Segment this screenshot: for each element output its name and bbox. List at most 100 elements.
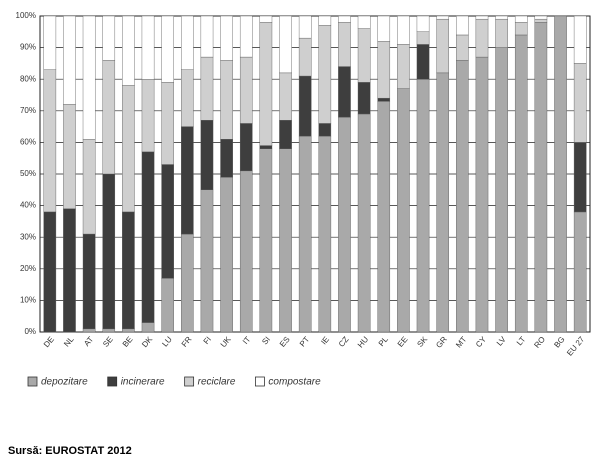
bar-segment bbox=[181, 69, 194, 127]
x-tick-label: IE bbox=[319, 335, 331, 347]
bar-segment bbox=[102, 60, 116, 175]
bar-segment bbox=[181, 233, 194, 333]
bar-segment bbox=[279, 72, 292, 121]
y-tick-label: 20% bbox=[20, 264, 36, 273]
bar-segment bbox=[102, 328, 116, 333]
bar-segment bbox=[377, 15, 391, 42]
bar-segment bbox=[514, 34, 528, 333]
y-tick-label: 0% bbox=[24, 327, 36, 336]
bar-segment bbox=[573, 15, 587, 64]
x-tick-label: BE bbox=[121, 335, 135, 349]
y-tick-label: 90% bbox=[20, 43, 36, 52]
legend-swatch bbox=[184, 376, 195, 387]
bar-segment bbox=[534, 18, 548, 23]
x-tick-label: CY bbox=[474, 334, 488, 349]
bar-segment bbox=[377, 41, 391, 99]
bar-segment bbox=[495, 47, 508, 333]
bar-segment bbox=[436, 18, 449, 74]
bar-segment bbox=[298, 37, 312, 77]
bar-segment bbox=[279, 15, 292, 74]
bar-segment bbox=[357, 113, 371, 333]
bar-segment bbox=[141, 151, 155, 323]
bar-segment bbox=[318, 15, 332, 26]
bar-segment bbox=[220, 139, 233, 178]
x-tick-label: SK bbox=[415, 334, 429, 348]
y-tick-label: 100% bbox=[16, 11, 36, 20]
y-tick-label: 80% bbox=[20, 74, 36, 83]
bar-segment bbox=[161, 15, 174, 83]
bar-segment bbox=[141, 15, 155, 80]
x-tick-label: DE bbox=[42, 335, 56, 349]
x-tick-label: UK bbox=[219, 334, 233, 349]
bar-segment bbox=[456, 60, 469, 333]
legend-label: reciclare bbox=[198, 377, 236, 388]
bar-segment bbox=[514, 15, 528, 23]
bar-segment bbox=[534, 15, 548, 20]
bar-segment bbox=[220, 176, 233, 333]
bar-segment bbox=[63, 104, 76, 209]
bar-segment bbox=[456, 34, 469, 61]
bar-segment bbox=[82, 15, 96, 140]
x-tick-label: BG bbox=[552, 335, 566, 350]
x-tick-label: IT bbox=[241, 335, 253, 346]
x-tick-label: EU 27 bbox=[565, 334, 587, 357]
x-tick-label: SI bbox=[260, 335, 272, 347]
bar-segment bbox=[338, 116, 351, 333]
y-tick-label: 40% bbox=[20, 201, 36, 210]
x-tick-label: DK bbox=[140, 334, 154, 349]
bar-segment bbox=[141, 78, 155, 153]
bar-segment bbox=[318, 25, 332, 124]
bar-segment bbox=[318, 123, 332, 137]
x-tick-label: NL bbox=[62, 334, 76, 348]
x-tick-label: LU bbox=[160, 335, 174, 349]
bar-segment bbox=[338, 22, 351, 67]
bar-segment bbox=[200, 15, 214, 58]
bar-segment bbox=[259, 15, 273, 23]
bar-segment bbox=[122, 328, 135, 333]
bar-segment bbox=[298, 135, 312, 333]
bar-segment bbox=[298, 75, 312, 137]
bar-segment bbox=[416, 78, 430, 333]
legend-label: depozitare bbox=[41, 377, 88, 388]
bar-segment bbox=[495, 18, 508, 48]
bar-segment bbox=[397, 88, 410, 333]
x-tick-label: AT bbox=[82, 335, 95, 348]
bar-segment bbox=[416, 31, 430, 45]
bar-segment bbox=[239, 56, 253, 124]
bar-segment bbox=[338, 66, 351, 118]
bar-segment bbox=[102, 15, 116, 61]
bar-segment bbox=[397, 44, 410, 89]
legend-label: incinerare bbox=[121, 377, 165, 388]
x-tick-label: RO bbox=[532, 335, 547, 350]
bar-segment bbox=[63, 208, 76, 333]
bar-segment bbox=[338, 15, 351, 23]
bar-segment bbox=[141, 322, 155, 333]
bar-segment bbox=[554, 15, 567, 333]
bar-segment bbox=[181, 126, 194, 235]
bar-segment bbox=[239, 15, 253, 58]
bar-segment bbox=[161, 278, 174, 333]
bar-segment bbox=[200, 120, 214, 190]
bar-segment bbox=[318, 135, 332, 333]
x-tick-label: PT bbox=[298, 335, 312, 349]
bar-segment bbox=[514, 22, 528, 36]
bar-segment bbox=[259, 145, 273, 149]
bar-segment bbox=[436, 72, 449, 333]
bar-segment bbox=[82, 139, 96, 235]
legend-swatch bbox=[255, 376, 265, 387]
x-tick-label: CZ bbox=[337, 335, 351, 349]
legend-swatch bbox=[107, 376, 118, 387]
x-tick-label: FI bbox=[202, 335, 213, 346]
bar-segment bbox=[298, 15, 312, 39]
bar-segment bbox=[534, 22, 548, 333]
bar-segment bbox=[279, 148, 292, 333]
bar-segment bbox=[259, 22, 273, 146]
bar-segment bbox=[161, 82, 174, 165]
bar-segment bbox=[416, 44, 430, 80]
x-tick-label: EE bbox=[396, 335, 410, 349]
bar-segment bbox=[456, 15, 469, 36]
bar-segment bbox=[122, 15, 135, 86]
bar-segment bbox=[239, 123, 253, 172]
bar-segment bbox=[573, 63, 587, 143]
